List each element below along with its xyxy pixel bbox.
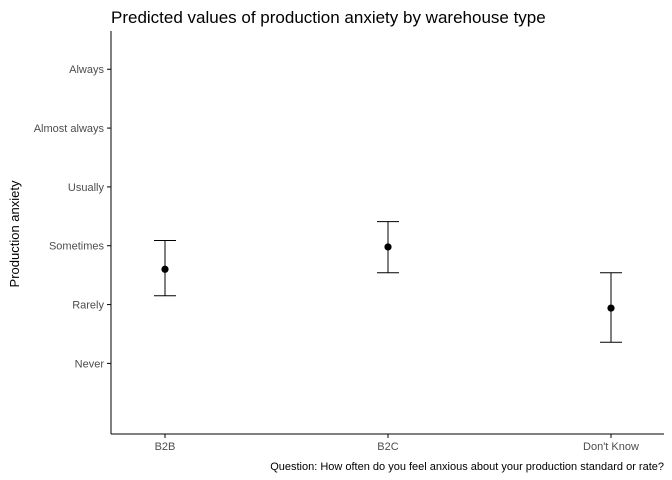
y-tick-label: Always [69,64,104,76]
x-axis: B2B B2C Don't Know [111,433,664,453]
x-tick-label: B2B [155,441,176,453]
data-marks [154,221,622,343]
y-tick-label: Never [75,358,105,370]
data-point [161,265,169,273]
y-axis-title: Production anxiety [7,180,22,287]
chart-title: Predicted values of production anxiety b… [111,8,546,27]
y-axis: Never Rarely Sometimes Usually Almost always… [34,31,112,434]
x-tick-label: Don't Know [583,441,639,453]
data-point [384,243,392,251]
data-point [607,304,615,312]
y-tick-label: Almost always [34,123,105,135]
y-tick-label: Rarely [72,300,104,312]
x-tick-label: B2C [377,441,398,453]
y-tick-label: Sometimes [49,241,105,253]
y-tick-label: Usually [68,182,105,194]
chart-caption: Question: How often do you feel anxious … [270,461,664,473]
